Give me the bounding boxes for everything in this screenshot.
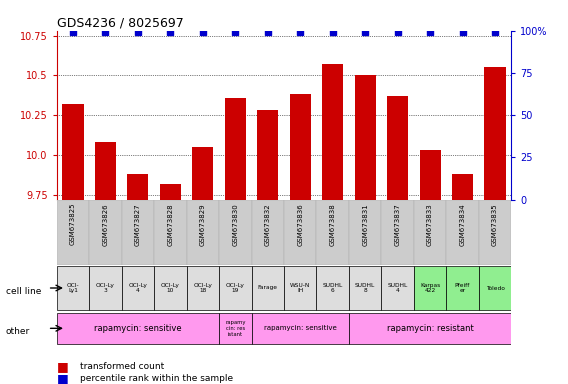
Bar bbox=[252, 200, 284, 265]
Text: transformed count: transformed count bbox=[80, 362, 164, 371]
Text: ■: ■ bbox=[57, 372, 69, 384]
Bar bbox=[219, 200, 252, 265]
Bar bbox=[122, 200, 154, 265]
Text: rapamycin: resistant: rapamycin: resistant bbox=[387, 324, 474, 333]
Bar bbox=[225, 98, 246, 200]
Bar bbox=[479, 200, 511, 265]
Bar bbox=[387, 96, 408, 200]
Bar bbox=[354, 75, 375, 200]
Bar bbox=[420, 150, 441, 200]
Bar bbox=[381, 200, 414, 265]
Text: rapamycin: sensitive: rapamycin: sensitive bbox=[264, 325, 337, 331]
Bar bbox=[479, 266, 511, 310]
Text: OCI-Ly
18: OCI-Ly 18 bbox=[194, 283, 212, 293]
Bar bbox=[252, 313, 349, 344]
Bar bbox=[160, 184, 181, 200]
Text: OCI-
Ly1: OCI- Ly1 bbox=[66, 283, 80, 293]
Bar bbox=[446, 200, 479, 265]
Text: GDS4236 / 8025697: GDS4236 / 8025697 bbox=[57, 17, 183, 30]
Text: GSM673832: GSM673832 bbox=[265, 203, 271, 246]
Text: Farage: Farage bbox=[258, 285, 278, 291]
Bar bbox=[349, 200, 381, 265]
Bar bbox=[154, 200, 187, 265]
Bar bbox=[452, 174, 473, 200]
Bar bbox=[485, 67, 506, 200]
Bar bbox=[219, 266, 252, 310]
Text: cell line: cell line bbox=[6, 287, 41, 296]
Text: GSM673829: GSM673829 bbox=[200, 203, 206, 246]
Text: OCI-Ly
3: OCI-Ly 3 bbox=[96, 283, 115, 293]
Bar bbox=[290, 94, 311, 200]
Text: SUDHL
4: SUDHL 4 bbox=[387, 283, 408, 293]
Text: Pfeiff
er: Pfeiff er bbox=[455, 283, 470, 293]
Bar bbox=[349, 266, 381, 310]
Bar bbox=[316, 200, 349, 265]
Bar bbox=[414, 200, 446, 265]
Text: GSM673828: GSM673828 bbox=[168, 203, 173, 246]
Bar bbox=[284, 200, 316, 265]
Bar bbox=[381, 266, 414, 310]
Bar bbox=[187, 266, 219, 310]
Text: other: other bbox=[6, 327, 30, 336]
Text: OCI-Ly
19: OCI-Ly 19 bbox=[226, 283, 245, 293]
Bar bbox=[322, 64, 343, 200]
Text: Karpas
422: Karpas 422 bbox=[420, 283, 440, 293]
Text: GSM673831: GSM673831 bbox=[362, 203, 368, 246]
Bar bbox=[122, 266, 154, 310]
Bar bbox=[57, 200, 89, 265]
Bar bbox=[257, 111, 278, 200]
Text: Toledo: Toledo bbox=[486, 285, 504, 291]
Text: GSM673827: GSM673827 bbox=[135, 203, 141, 246]
Text: GSM673835: GSM673835 bbox=[492, 203, 498, 246]
Text: GSM673826: GSM673826 bbox=[102, 203, 108, 246]
Bar bbox=[446, 266, 479, 310]
Bar bbox=[89, 200, 122, 265]
Bar bbox=[57, 266, 89, 310]
Text: GSM673836: GSM673836 bbox=[297, 203, 303, 246]
Bar bbox=[414, 266, 446, 310]
Text: OCI-Ly
4: OCI-Ly 4 bbox=[128, 283, 147, 293]
Bar bbox=[193, 147, 214, 200]
Text: SUDHL
8: SUDHL 8 bbox=[355, 283, 375, 293]
Text: GSM673830: GSM673830 bbox=[232, 203, 239, 246]
Bar bbox=[219, 313, 252, 344]
Text: rapamycin: sensitive: rapamycin: sensitive bbox=[94, 324, 182, 333]
Bar bbox=[95, 142, 116, 200]
Bar bbox=[57, 313, 219, 344]
Text: OCI-Ly
10: OCI-Ly 10 bbox=[161, 283, 180, 293]
Text: GSM673837: GSM673837 bbox=[395, 203, 400, 246]
Bar bbox=[89, 266, 122, 310]
Bar bbox=[62, 104, 83, 200]
Text: percentile rank within the sample: percentile rank within the sample bbox=[80, 374, 233, 383]
Text: GSM673833: GSM673833 bbox=[427, 203, 433, 246]
Bar bbox=[127, 174, 148, 200]
Bar bbox=[252, 266, 284, 310]
Bar bbox=[187, 200, 219, 265]
Text: rapamy
cin: res
istant: rapamy cin: res istant bbox=[225, 320, 245, 337]
Bar bbox=[316, 266, 349, 310]
Text: ■: ■ bbox=[57, 360, 69, 373]
Bar bbox=[154, 266, 187, 310]
Bar bbox=[349, 313, 511, 344]
Text: WSU-N
IH: WSU-N IH bbox=[290, 283, 311, 293]
Text: GSM673825: GSM673825 bbox=[70, 203, 76, 245]
Bar bbox=[284, 266, 316, 310]
Text: GSM673838: GSM673838 bbox=[329, 203, 336, 246]
Text: SUDHL
6: SUDHL 6 bbox=[323, 283, 343, 293]
Text: GSM673834: GSM673834 bbox=[460, 203, 466, 246]
